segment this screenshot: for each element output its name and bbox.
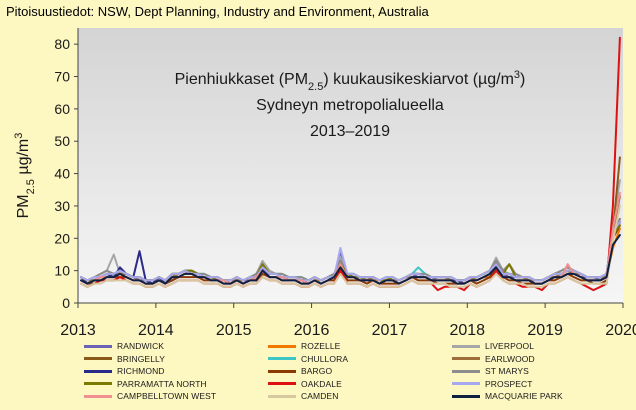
- series-line-camden: [80, 204, 621, 288]
- legend-label: LIVERPOOL: [485, 341, 535, 352]
- legend-item: LIVERPOOL: [452, 340, 634, 353]
- series-line-bargo: [80, 224, 621, 285]
- legend-swatch: [84, 369, 112, 373]
- x-tick-label: 2020: [605, 322, 636, 339]
- series-line-prospect: [80, 221, 621, 282]
- legend-item: OAKDALE: [268, 378, 452, 391]
- legend-swatch: [268, 382, 296, 386]
- legend-item: ST MARYS: [452, 365, 634, 378]
- y-tick-label: 50: [54, 133, 70, 149]
- y-tick-label: 70: [54, 69, 70, 85]
- legend-swatch: [452, 357, 480, 361]
- plot-area: [78, 28, 623, 303]
- legend-label: PROSPECT: [485, 378, 533, 389]
- legend-item: MACQUARIE PARK: [452, 390, 634, 403]
- legend-label: RICHMOND: [117, 366, 165, 377]
- y-axis-label: PM2.5 µg/m3: [13, 133, 37, 219]
- legend-swatch: [452, 394, 480, 398]
- legend-item: RICHMOND: [84, 365, 268, 378]
- legend-label: CAMPBELLTOWN WEST: [117, 391, 217, 402]
- legend-item: CAMDEN: [268, 390, 452, 403]
- y-tick-label: 80: [54, 36, 70, 52]
- x-tick-label: 2013: [60, 322, 96, 339]
- legend-item: ROZELLE: [268, 340, 452, 353]
- y-tick-label: 0: [62, 295, 70, 311]
- legend-item: CHULLORA: [268, 353, 452, 366]
- legend-swatch: [84, 357, 112, 361]
- x-tick-label: 2014: [138, 322, 174, 339]
- legend-swatch: [268, 369, 296, 373]
- x-tick-label: 2018: [449, 322, 485, 339]
- legend-label: BRINGELLY: [117, 353, 165, 364]
- legend-label: MACQUARIE PARK: [485, 391, 563, 402]
- legend-swatch: [84, 344, 112, 348]
- legend-label: BARGO: [301, 366, 333, 377]
- legend: RANDWICK ROZELLE LIVERPOOL BRINGELLY CHULLOR…: [84, 340, 634, 403]
- legend-label: ROZELLE: [301, 341, 341, 352]
- y-tick-label: 40: [54, 166, 70, 182]
- legend-swatch: [268, 344, 296, 348]
- legend-swatch: [84, 394, 112, 398]
- legend-item: CAMPBELLTOWN WEST: [84, 390, 268, 403]
- legend-item: BARGO: [268, 365, 452, 378]
- chart-title-line2: Sydneyn metropolialueella: [256, 97, 444, 114]
- legend-label: OAKDALE: [301, 378, 342, 389]
- legend-label: CHULLORA: [301, 353, 349, 364]
- legend-item: BRINGELLY: [84, 353, 268, 366]
- legend-swatch: [84, 382, 112, 386]
- y-tick-label: 30: [54, 198, 70, 214]
- legend-label: RANDWICK: [117, 341, 165, 352]
- x-tick-label: 2015: [216, 322, 252, 339]
- legend-item: EARLWOOD: [452, 353, 634, 366]
- legend-item: PARRAMATTA NORTH: [84, 378, 268, 391]
- legend-swatch: [268, 357, 296, 361]
- chart-title-line1: Pienhiukkaset (PM2.5) kuukausikeskiarvot…: [175, 69, 526, 93]
- y-tick-label: 20: [54, 230, 70, 246]
- source-note: Pitoisuustiedot: NSW, Dept Planning, Ind…: [6, 4, 429, 19]
- legend-item: PROSPECT: [452, 378, 634, 391]
- x-tick-label: 2017: [372, 322, 408, 339]
- y-tick-label: 10: [54, 263, 70, 279]
- legend-swatch: [452, 369, 480, 373]
- legend-label: CAMDEN: [301, 391, 339, 402]
- legend-label: ST MARYS: [485, 366, 529, 377]
- legend-swatch: [452, 344, 480, 348]
- x-tick-label: 2019: [527, 322, 563, 339]
- legend-label: EARLWOOD: [485, 353, 535, 364]
- chart-title-line3: 2013–2019: [310, 123, 390, 140]
- x-tick-label: 2016: [294, 322, 330, 339]
- y-tick-label: 60: [54, 101, 70, 117]
- legend-item: RANDWICK: [84, 340, 268, 353]
- series-line-macquarie-park: [80, 234, 621, 285]
- legend-swatch: [452, 382, 480, 386]
- legend-swatch: [268, 394, 296, 398]
- legend-label: PARRAMATTA NORTH: [117, 378, 207, 389]
